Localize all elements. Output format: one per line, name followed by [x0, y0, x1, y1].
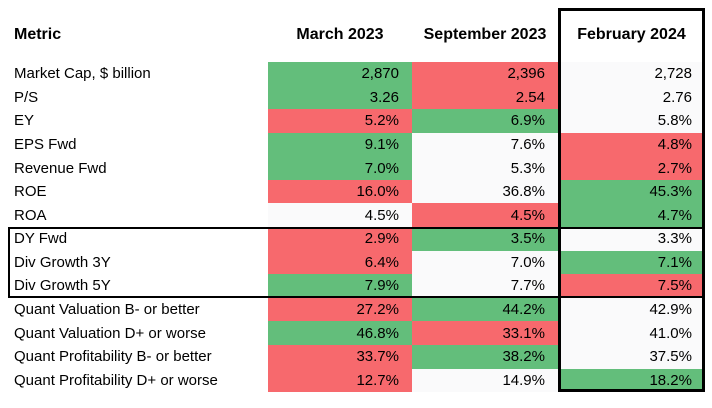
value-march-2023: 6.4% — [268, 250, 412, 275]
table-row: P/S 3.26 2.54 2.76 — [8, 85, 705, 110]
value-february-2024: 18.2% — [558, 368, 705, 393]
metric-label: Div Growth 3Y — [14, 253, 111, 271]
value-february-2024: 2.76 — [558, 85, 705, 110]
value-september-2023: 7.7% — [412, 274, 558, 298]
value-september-2023: 38.2% — [412, 344, 558, 369]
value-september-2023: 5.3% — [412, 156, 558, 180]
column-header-september-2023: September 2023 — [423, 26, 547, 43]
value-september-2023: 7.0% — [412, 250, 558, 275]
table-row: Quant Profitability B- or better 33.7% 3… — [8, 344, 705, 369]
table-row: Quant Valuation D+ or worse 46.8% 33.1% … — [8, 321, 705, 345]
value-september-2023: 14.9% — [412, 368, 558, 393]
value-september-2023: 2.54 — [412, 85, 558, 110]
value-february-2024: 2,728 — [558, 62, 705, 86]
metric-label: Revenue Fwd — [14, 159, 107, 177]
column-header-metric: Metric — [14, 26, 62, 43]
value-march-2023: 5.2% — [268, 109, 412, 133]
value-march-2023: 2,870 — [268, 62, 412, 86]
metric-label: P/S — [14, 88, 39, 106]
table-header-row: Metric March 2023 September 2023 Februar… — [8, 8, 705, 62]
value-february-2024: 4.7% — [558, 203, 705, 228]
table-row: Revenue Fwd 7.0% 5.3% 2.7% — [8, 156, 705, 180]
metric-label: EY — [14, 112, 35, 130]
value-march-2023: 27.2% — [268, 297, 412, 322]
value-february-2024: 4.8% — [558, 132, 705, 157]
column-header-february-2024: February 2024 — [577, 26, 686, 43]
table-row: EY 5.2% 6.9% 5.8% — [8, 109, 705, 133]
value-february-2024: 7.5% — [558, 274, 705, 298]
table-row: EPS Fwd 9.1% 7.6% 4.8% — [8, 132, 705, 157]
value-march-2023: 12.7% — [268, 368, 412, 393]
table-row: DY Fwd 2.9% 3.5% 3.3% — [8, 227, 705, 251]
value-february-2024: 5.8% — [558, 109, 705, 133]
metric-label: Quant Valuation D+ or worse — [14, 324, 206, 342]
value-september-2023: 6.9% — [412, 109, 558, 133]
value-march-2023: 3.26 — [268, 85, 412, 110]
value-september-2023: 33.1% — [412, 321, 558, 345]
value-february-2024: 37.5% — [558, 344, 705, 369]
metric-label: Quant Valuation B- or better — [14, 301, 200, 319]
column-header-march-2023: March 2023 — [296, 26, 384, 43]
value-september-2023: 2,396 — [412, 62, 558, 86]
value-march-2023: 7.0% — [268, 156, 412, 180]
value-september-2023: 3.5% — [412, 227, 558, 251]
table-row: Div Growth 3Y 6.4% 7.0% 7.1% — [8, 250, 705, 275]
value-march-2023: 46.8% — [268, 321, 412, 345]
value-february-2024: 41.0% — [558, 321, 705, 345]
metric-label: DY Fwd — [14, 230, 68, 248]
metric-label: Quant Profitability D+ or worse — [14, 371, 218, 389]
value-march-2023: 4.5% — [268, 203, 412, 228]
value-february-2024: 7.1% — [558, 250, 705, 275]
table-row: Market Cap, $ billion 2,870 2,396 2,728 — [8, 62, 705, 86]
value-september-2023: 7.6% — [412, 132, 558, 157]
metric-label: ROE — [14, 183, 47, 201]
value-march-2023: 16.0% — [268, 179, 412, 204]
value-september-2023: 36.8% — [412, 179, 558, 204]
value-march-2023: 2.9% — [268, 227, 412, 251]
value-february-2024: 45.3% — [558, 179, 705, 204]
value-september-2023: 44.2% — [412, 297, 558, 322]
metric-label: Quant Profitability B- or better — [14, 348, 212, 366]
value-february-2024: 3.3% — [558, 227, 705, 251]
metric-label: Market Cap, $ billion — [14, 65, 151, 83]
metrics-table: Metric March 2023 September 2023 Februar… — [8, 8, 705, 393]
metric-label: EPS Fwd — [14, 136, 77, 154]
table-body: Market Cap, $ billion 2,870 2,396 2,728 … — [8, 62, 705, 393]
table-row: Quant Valuation B- or better 27.2% 44.2%… — [8, 297, 705, 322]
table-row: Div Growth 5Y 7.9% 7.7% 7.5% — [8, 274, 705, 298]
table-row: ROE 16.0% 36.8% 45.3% — [8, 179, 705, 204]
table-row: Quant Profitability D+ or worse 12.7% 14… — [8, 368, 705, 393]
value-march-2023: 9.1% — [268, 132, 412, 157]
value-march-2023: 33.7% — [268, 344, 412, 369]
metric-label: Div Growth 5Y — [14, 277, 111, 295]
value-february-2024: 2.7% — [558, 156, 705, 180]
table-row: ROA 4.5% 4.5% 4.7% — [8, 203, 705, 228]
value-september-2023: 4.5% — [412, 203, 558, 228]
value-march-2023: 7.9% — [268, 274, 412, 298]
metric-label: ROA — [14, 206, 47, 224]
value-february-2024: 42.9% — [558, 297, 705, 322]
